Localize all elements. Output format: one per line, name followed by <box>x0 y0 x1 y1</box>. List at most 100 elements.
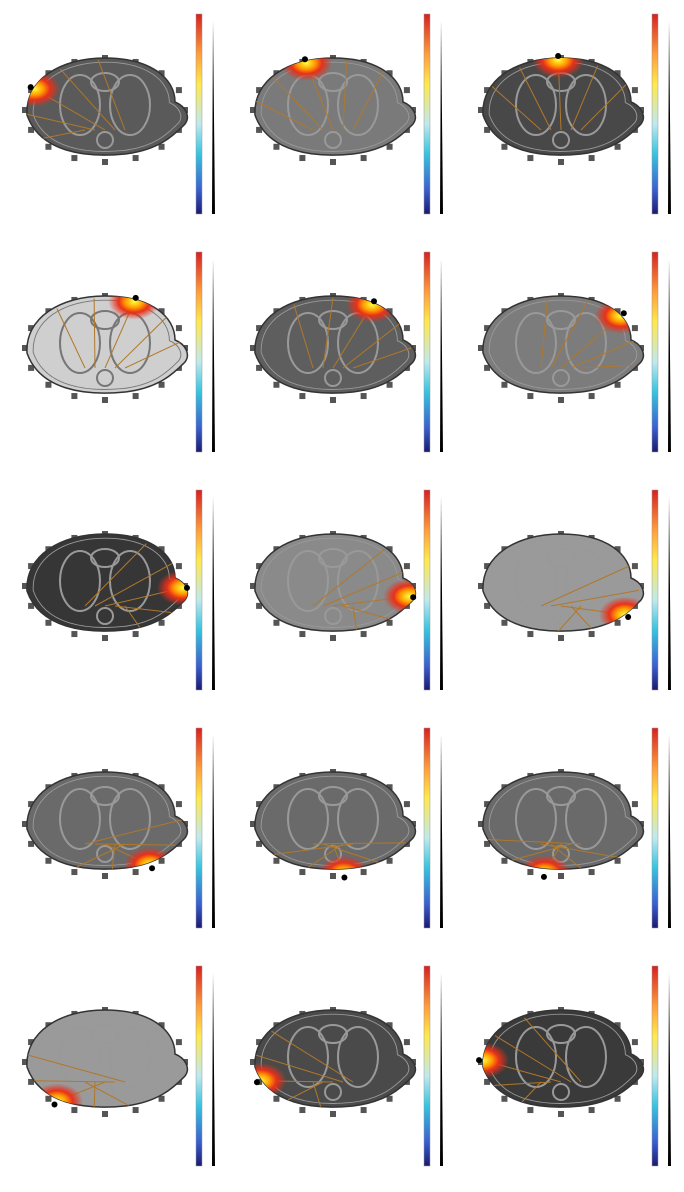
colorbar <box>196 966 202 1166</box>
electrode-marker <box>133 295 139 301</box>
scale-wedge <box>668 972 671 1166</box>
electrode <box>299 155 305 161</box>
panel <box>22 252 215 452</box>
electrode <box>102 635 108 641</box>
electrode <box>361 1107 367 1113</box>
colorbar <box>196 490 202 690</box>
electrode-marker <box>302 56 308 62</box>
electrode <box>102 1111 108 1117</box>
electrode <box>527 155 533 161</box>
electrode <box>527 631 533 637</box>
electrode <box>176 1039 182 1045</box>
panel <box>478 728 671 928</box>
electrode <box>361 631 367 637</box>
electrode-marker <box>555 53 561 59</box>
electrode <box>176 563 182 569</box>
electrode <box>501 620 507 626</box>
scale-wedge <box>440 972 443 1166</box>
electrode <box>501 144 507 150</box>
electrode <box>299 1107 305 1113</box>
electrode <box>133 155 139 161</box>
electrode <box>330 873 336 879</box>
electrode <box>632 1039 638 1045</box>
electrode <box>45 144 51 150</box>
electrode <box>45 1096 51 1102</box>
electrode <box>589 869 595 875</box>
hotspot <box>346 287 398 323</box>
electrode <box>330 1111 336 1117</box>
colorbar <box>424 490 430 690</box>
electrode-marker <box>541 874 547 880</box>
scale-wedge <box>440 734 443 928</box>
electrode <box>558 635 564 641</box>
hotspot <box>8 71 60 107</box>
electrode <box>71 393 77 399</box>
panel <box>22 966 215 1166</box>
panel <box>235 966 443 1166</box>
electrode <box>558 1111 564 1117</box>
electrode <box>133 1107 139 1113</box>
electrode <box>299 393 305 399</box>
electrode <box>45 382 51 388</box>
colorbar <box>196 14 202 214</box>
electrode <box>589 155 595 161</box>
colorbar <box>652 490 658 690</box>
electrode-marker <box>371 298 377 304</box>
electrode-marker <box>254 1079 260 1085</box>
electrode <box>330 635 336 641</box>
electrode <box>404 801 410 807</box>
panel <box>22 490 215 690</box>
colorbar <box>652 728 658 928</box>
panel <box>250 14 443 214</box>
electrode <box>71 631 77 637</box>
scale-wedge <box>212 734 215 928</box>
electrode <box>589 1107 595 1113</box>
scale-wedge <box>668 734 671 928</box>
colorbar <box>652 252 658 452</box>
colorbar <box>424 966 430 1166</box>
electrode <box>404 1039 410 1045</box>
electrode-marker <box>28 84 34 90</box>
colorbar <box>424 252 430 452</box>
panel <box>250 728 443 928</box>
hotspot <box>108 284 160 320</box>
panel <box>457 966 671 1166</box>
electrode <box>527 393 533 399</box>
electrode <box>71 1107 77 1113</box>
electrode <box>361 155 367 161</box>
hotspot <box>124 847 176 883</box>
scale-wedge <box>668 258 671 452</box>
electrode-marker <box>52 1102 58 1108</box>
electrode <box>133 631 139 637</box>
electrode <box>273 858 279 864</box>
electrode <box>133 393 139 399</box>
figure <box>0 0 684 1192</box>
electrode-marker <box>410 594 416 600</box>
panel <box>22 728 215 928</box>
hotspot <box>519 855 571 891</box>
electrode <box>558 873 564 879</box>
scale-wedge <box>440 258 443 452</box>
electrode <box>71 869 77 875</box>
electrode <box>527 869 533 875</box>
electrode <box>361 869 367 875</box>
panel <box>478 14 671 214</box>
electrode <box>361 393 367 399</box>
electrode <box>176 87 182 93</box>
electrode-marker <box>621 310 627 316</box>
colorbar <box>652 14 658 214</box>
electrode <box>527 1107 533 1113</box>
scale-wedge <box>668 20 671 214</box>
panel <box>250 252 443 452</box>
panel <box>250 490 443 690</box>
electrode <box>632 325 638 331</box>
scale-wedge <box>440 496 443 690</box>
electrode <box>299 631 305 637</box>
electrode <box>501 858 507 864</box>
electrode <box>589 393 595 399</box>
hotspot <box>532 42 584 78</box>
electrode <box>45 620 51 626</box>
electrode <box>176 325 182 331</box>
electrode <box>133 869 139 875</box>
scale-wedge <box>212 496 215 690</box>
